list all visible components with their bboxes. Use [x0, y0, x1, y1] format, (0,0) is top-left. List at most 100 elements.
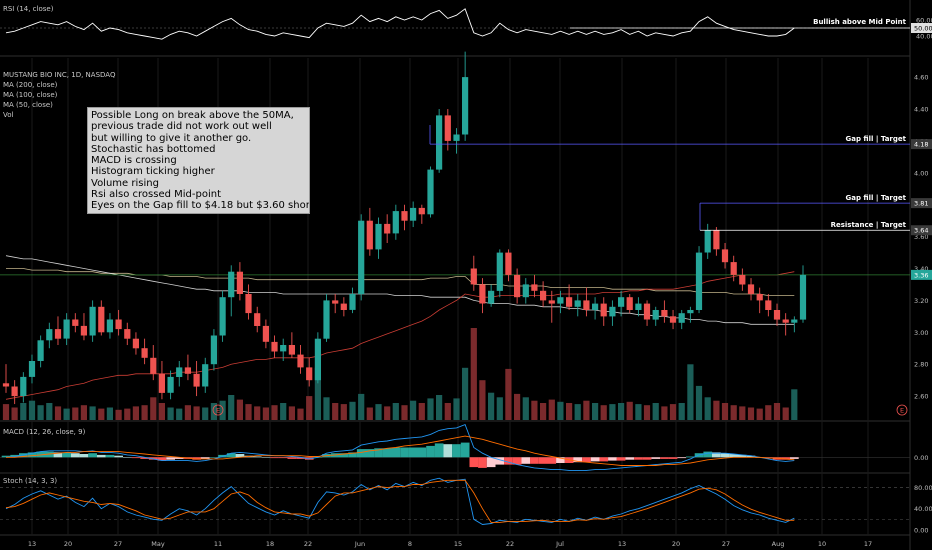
volume-bar [444, 403, 451, 420]
price-tick-label: 4.60 [914, 74, 928, 82]
price-tick-label: 4.40 [914, 106, 928, 114]
target-price-tag-label: 3.64 [914, 227, 928, 235]
volume-bar [98, 408, 105, 420]
macd-histogram-bar [97, 454, 106, 458]
macd-histogram-bar [53, 452, 63, 458]
x-tick-label: 22 [506, 540, 514, 548]
candle-body [384, 223, 391, 234]
macd-histogram-bar [729, 454, 739, 458]
x-tick-label: May [151, 540, 165, 548]
macd-histogram-bar [391, 447, 401, 458]
x-tick-label: 15 [454, 540, 462, 548]
candle-body [176, 367, 183, 377]
stoch-k-line [5, 477, 795, 525]
candle-body [678, 313, 685, 323]
volume-bar [522, 397, 529, 420]
candle-body [756, 294, 763, 301]
volume-bar [349, 401, 356, 420]
x-tick-label: 8 [408, 540, 412, 548]
pane-labels: RSI (14, close) MUSTANG BIO INC, 1D, NAS… [3, 5, 116, 485]
macd-histogram-bar [434, 443, 444, 458]
stoch-d-line [5, 479, 795, 523]
macd-histogram-bar [478, 457, 487, 468]
macd-histogram-bar [114, 455, 123, 458]
candle-body [410, 207, 417, 221]
candle-body [219, 297, 226, 336]
chart-annotations: Gap fill | Target 4.18 Gap fill | Target 3.… [429, 18, 932, 280]
volume-bar [288, 406, 295, 420]
volume-bar [366, 407, 373, 420]
candle-body [392, 211, 399, 234]
volume-bar [46, 403, 53, 420]
candle-body [280, 345, 287, 352]
candle-body [496, 252, 503, 291]
macd-histogram-bar [582, 457, 591, 463]
volume-bar [609, 404, 616, 420]
macd-histogram-bar [166, 457, 175, 460]
ma200-label: MA (200, close) [3, 81, 58, 89]
candle-body [245, 294, 252, 314]
candle-body [427, 169, 434, 215]
candle-body [314, 338, 321, 381]
volume-bar [375, 404, 382, 420]
macd-histogram-bar [1, 455, 11, 458]
rsi-tick-label: 40.00 [916, 33, 932, 41]
candle-body [11, 386, 18, 397]
candle-body [548, 300, 555, 304]
macd-histogram-bar [200, 457, 210, 459]
candle-body [297, 354, 304, 368]
target-price-tag [911, 198, 932, 209]
macd-tick-label: 0.00 [914, 454, 928, 462]
candle-body [739, 274, 746, 285]
candle-body [566, 297, 573, 307]
volume-bar [635, 404, 642, 420]
macd-histogram-bar [712, 452, 721, 458]
candle-body [540, 290, 547, 301]
macd-histogram-bar [71, 453, 80, 458]
volume-bar [271, 405, 278, 420]
macd-histogram-bar [460, 442, 470, 458]
candle-body [782, 319, 789, 323]
volume-bar [583, 400, 590, 420]
candle-body [574, 300, 581, 307]
candle-body [228, 271, 235, 298]
symbol-label: MUSTANG BIO INC, 1D, NASDAQ [3, 71, 116, 79]
volume-bar [652, 403, 659, 420]
candle-body [349, 294, 356, 310]
macd-histogram-bar [27, 452, 37, 458]
candle-body [765, 300, 772, 310]
candle-body [453, 134, 460, 141]
candle-body [514, 274, 521, 298]
macd-histogram-bar [599, 457, 609, 462]
candle-body [167, 376, 174, 393]
macd-histogram-bar [651, 457, 661, 459]
volume-bar [496, 397, 503, 420]
macd-histogram-bar [62, 452, 71, 458]
macd-histogram-bar [573, 457, 583, 463]
x-tick-label: Jun [354, 540, 365, 548]
volume-bar [280, 403, 287, 420]
volume-bar [574, 404, 581, 420]
candle-body [193, 373, 200, 387]
candle-body [115, 319, 122, 330]
candle-body [669, 316, 677, 323]
macd-histogram-bar [504, 457, 513, 465]
rsi-label: RSI (14, close) [3, 5, 54, 13]
volume-bar [132, 406, 139, 420]
macd-histogram-bar [486, 457, 496, 468]
macd-histogram-bar [252, 456, 262, 458]
rsi-line [5, 8, 795, 40]
volume-bar [704, 397, 711, 420]
note-line: previous trade did not work out well [91, 121, 272, 133]
volume-bar [358, 393, 365, 420]
macd-histogram-bar [677, 457, 687, 459]
rsi-midline-tag-label: 50.00 [914, 25, 932, 33]
volume-bar [418, 403, 425, 420]
x-tick-label: Aug [772, 540, 785, 548]
note-line: but willing to give it another go. [91, 132, 252, 144]
candle-body [262, 325, 269, 342]
macd-histogram-bar [348, 452, 357, 458]
volume-bar [124, 408, 131, 420]
macd-histogram-bar [270, 457, 279, 459]
